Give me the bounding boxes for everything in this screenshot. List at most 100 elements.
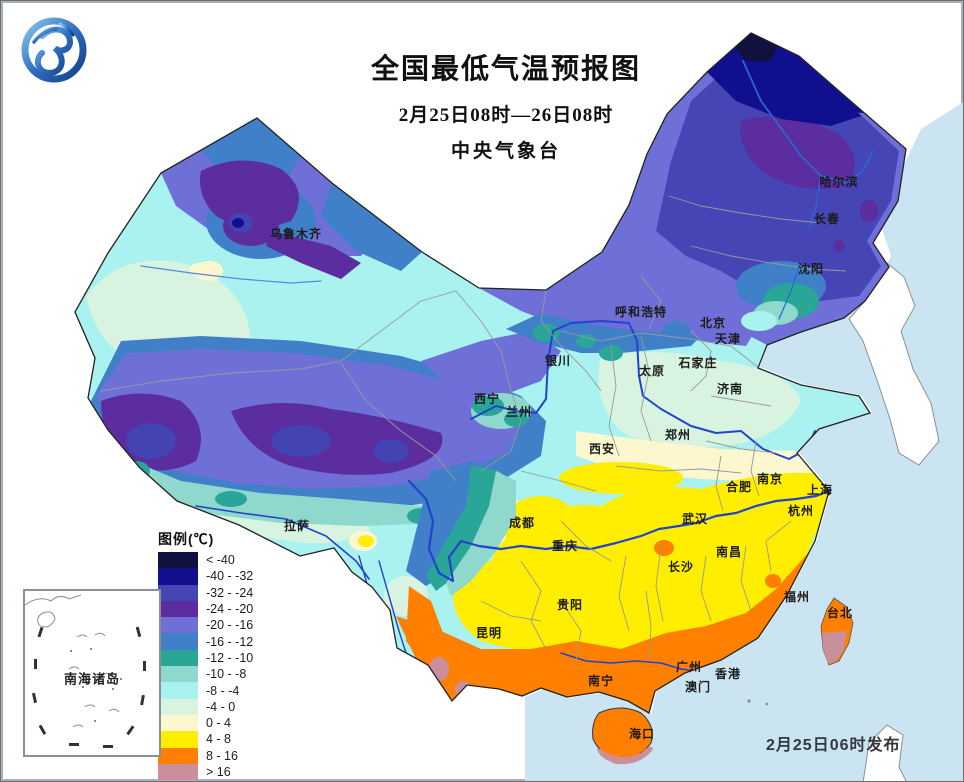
city-label: 北京 <box>699 316 727 330</box>
legend-range-label: 0 - 4 <box>206 716 232 731</box>
legend-range-label: -4 - 0 <box>206 699 236 714</box>
city-label: 福州 <box>783 590 811 604</box>
temperature-zones <box>86 33 906 713</box>
legend-row: -4 - 0 <box>158 698 328 715</box>
legend-range-label: -24 - -20 <box>206 602 254 617</box>
inset-label: 南海诸岛 <box>63 671 121 687</box>
city-label: 澳门 <box>684 680 712 694</box>
small-island <box>747 699 751 703</box>
legend-range-label: -40 - -32 <box>206 569 254 584</box>
legend-color-swatch <box>158 666 198 683</box>
legend-color-swatch <box>158 731 198 748</box>
legend-range-label: -12 - -10 <box>206 650 254 665</box>
sea-region <box>525 102 963 781</box>
city-label: 银川 <box>544 354 572 368</box>
nine-dash-line <box>31 626 146 748</box>
city-label: 郑州 <box>664 428 692 442</box>
legend-row: -20 - -16 <box>158 617 328 634</box>
city-label: 贵阳 <box>556 598 584 612</box>
korea-peninsula <box>848 262 940 466</box>
legend-range-label: -8 - -4 <box>206 683 240 698</box>
legend-row: 0 - 4 <box>158 714 328 732</box>
city-label: 昆明 <box>475 626 503 640</box>
city-label: 乌鲁木齐 <box>269 227 323 241</box>
legend-color-swatch <box>158 600 198 618</box>
city-label: 南京 <box>756 472 784 486</box>
city-label: 合肥 <box>725 480 753 494</box>
city-label: 济南 <box>716 382 744 396</box>
legend-color-swatch <box>158 714 198 732</box>
taiwan-island <box>820 597 854 666</box>
city-label: 西宁 <box>473 392 501 406</box>
city-label: 拉萨 <box>283 519 311 533</box>
city-label: 呼和浩特 <box>614 305 668 319</box>
legend-color-swatch <box>158 568 198 585</box>
city-label: 长沙 <box>667 560 695 574</box>
legend-color-swatch <box>158 633 198 650</box>
agency-name: 中央气象台 <box>450 141 561 162</box>
city-label: 重庆 <box>551 539 579 553</box>
city-label: 天津 <box>714 332 742 346</box>
legend-range-label: -20 - -16 <box>206 618 254 633</box>
issue-time: 2月25日06时发布 <box>766 737 901 754</box>
legend-range-label: < -40 <box>206 553 235 568</box>
city-label: 成都 <box>508 516 536 530</box>
city-label: 台北 <box>826 606 854 620</box>
page-title: 全国最低气温预报图 <box>370 54 641 85</box>
inset-map <box>24 594 146 748</box>
legend-color-swatch <box>158 682 198 699</box>
legend-color-swatch <box>158 747 198 764</box>
legend-range-label: -32 - -24 <box>206 585 254 600</box>
city-label: 杭州 <box>787 504 815 518</box>
legend-row: -16 - -12 <box>158 633 328 650</box>
legend-row: -24 - -20 <box>158 600 328 618</box>
city-label: 太原 <box>638 364 666 378</box>
forecast-period: 2月25日08时—26日08时 <box>398 105 614 126</box>
legend-range-label: > 16 <box>206 765 231 779</box>
south-china-sea-inset: 南海诸岛 <box>23 589 161 757</box>
legend-color-swatch <box>158 698 198 715</box>
legend-row: -32 - -24 <box>158 584 328 601</box>
luzon-island <box>862 724 907 781</box>
city-label: 沈阳 <box>797 262 825 276</box>
legend-row: < -40 <box>158 552 328 569</box>
legend-row: 8 - 16 <box>158 747 328 764</box>
title-block: 全国最低气温预报图 2月25日08时—26日08时 中央气象台 <box>301 47 711 163</box>
city-label: 西安 <box>588 442 616 456</box>
city-label: 兰州 <box>505 405 533 419</box>
city-label: 石家庄 <box>678 356 718 370</box>
rivers <box>140 60 874 672</box>
legend-row: -10 - -8 <box>158 666 328 683</box>
legend-title: 图例(℃) <box>158 531 215 547</box>
legend-color-swatch <box>158 552 198 569</box>
legend-row: -12 - -10 <box>158 649 328 667</box>
legend-row: -8 - -4 <box>158 682 328 699</box>
hainan-island <box>592 707 653 765</box>
legend-range-label: 8 - 16 <box>206 748 238 763</box>
legend-row: > 16 <box>158 763 328 781</box>
small-island <box>765 702 769 706</box>
city-label: 香港 <box>714 667 742 681</box>
city-label: 长春 <box>813 212 841 226</box>
legend-color-swatch <box>158 584 198 601</box>
city-label: 南昌 <box>715 545 743 559</box>
city-label: 哈尔滨 <box>819 175 859 189</box>
legend-color-swatch <box>158 763 198 781</box>
legend-row: -40 - -32 <box>158 568 328 585</box>
cma-logo <box>21 17 87 83</box>
province-borders <box>100 195 847 662</box>
legend-row: 4 - 8 <box>158 731 328 748</box>
city-label: 上海 <box>806 483 834 497</box>
legend-range-label: 4 - 8 <box>206 732 232 747</box>
legend-color-swatch <box>158 649 198 667</box>
legend-range-label: -10 - -8 <box>206 667 247 682</box>
city-label: 海口 <box>628 727 656 741</box>
china-border-outline <box>74 32 907 714</box>
legend-color-swatch <box>158 617 198 634</box>
temperature-legend: 图例(℃) < -40 -40 - -32 -32 - -24 -24 - -2… <box>158 529 328 781</box>
city-label: 武汉 <box>681 512 709 526</box>
city-label: 广州 <box>675 660 703 674</box>
legend-range-label: -16 - -12 <box>206 634 254 649</box>
